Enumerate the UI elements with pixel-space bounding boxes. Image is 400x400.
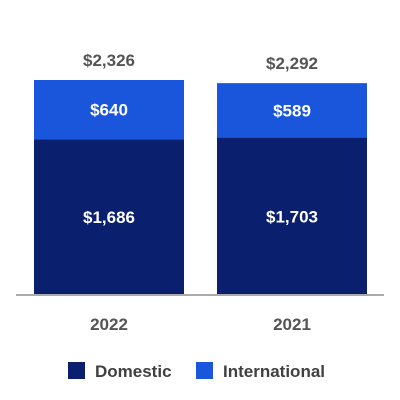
data-label-international-2022: $640 [90,101,128,120]
legend-label-international: International [223,362,325,381]
bar-international-2022 [34,80,184,140]
legend-swatch-international [196,362,213,379]
total-label-2022: $2,326 [83,51,135,70]
labels-layer: $1,686 $640 $2,326 $1,703 $589 $2,292 [83,51,318,227]
bars-layer [34,80,367,295]
legend: Domestic International [68,362,325,381]
bar-domestic-2022 [34,139,184,295]
bar-domestic-2021 [217,137,367,295]
x-tick-label-2021: 2021 [273,315,311,334]
x-tick-labels: 2022 2021 [90,315,311,334]
data-label-domestic-2021: $1,703 [266,207,318,226]
total-label-2021: $2,292 [266,54,318,73]
legend-label-domestic: Domestic [95,362,172,381]
bar-international-2021 [217,83,367,138]
data-label-domestic-2022: $1,686 [83,208,135,227]
legend-swatch-domestic [68,362,85,379]
data-label-international-2021: $589 [273,101,311,120]
x-tick-label-2022: 2022 [90,315,128,334]
